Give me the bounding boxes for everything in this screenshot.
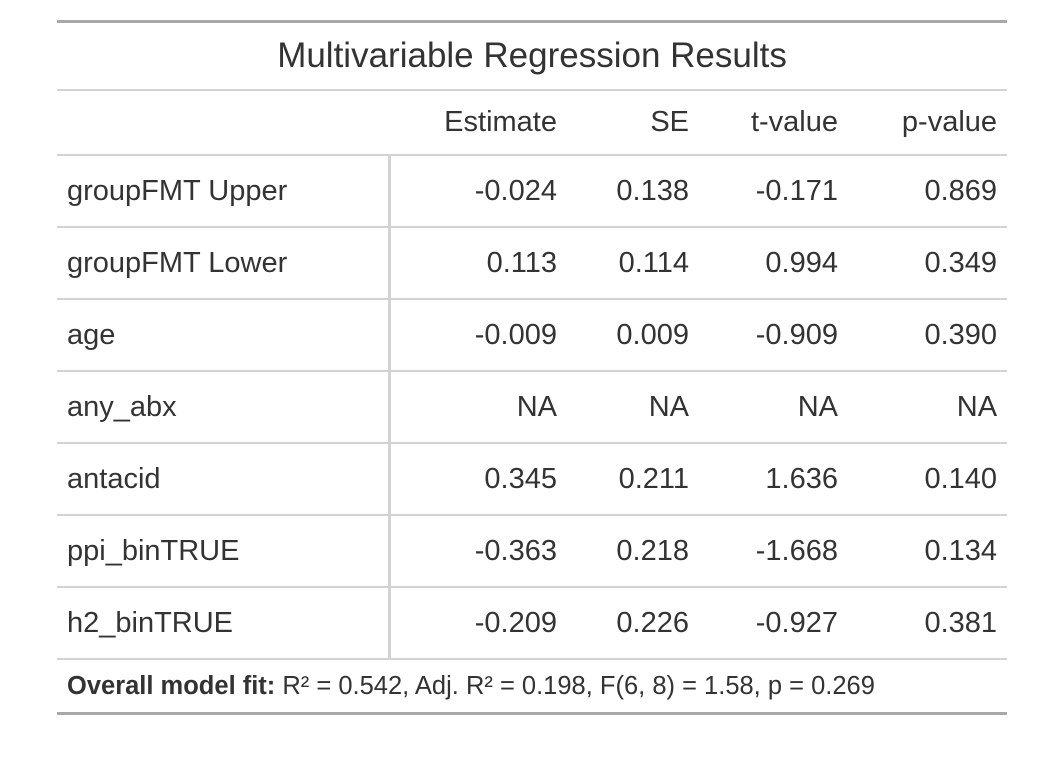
p-value-cell: 0.140 [848, 443, 1008, 516]
term-cell: any_abx [57, 371, 391, 444]
t-value-cell: -1.668 [699, 515, 848, 588]
t-value-cell: -0.927 [699, 587, 848, 660]
term-cell: age [57, 299, 391, 372]
term-cell: groupFMT Lower [57, 227, 391, 300]
table-title: Multivariable Regression Results [57, 21, 1008, 91]
table-row: h2_binTRUE -0.209 0.226 -0.927 0.381 [57, 587, 1008, 660]
se-cell: 0.114 [567, 227, 699, 300]
term-cell: antacid [57, 443, 391, 516]
t-value-cell: -0.909 [699, 299, 848, 372]
regression-table: Multivariable Regression Results Estimat… [57, 20, 1008, 715]
se-cell: NA [567, 371, 699, 444]
estimate-cell: -0.024 [389, 155, 567, 228]
regression-table-container: Multivariable Regression Results Estimat… [57, 20, 1008, 715]
estimate-cell: 0.345 [389, 443, 567, 516]
t-value-cell: 1.636 [699, 443, 848, 516]
term-cell: ppi_binTRUE [57, 515, 391, 588]
se-cell: 0.138 [567, 155, 699, 228]
se-cell: 0.218 [567, 515, 699, 588]
estimate-cell: 0.113 [389, 227, 567, 300]
table-row: groupFMT Lower 0.113 0.114 0.994 0.349 [57, 227, 1008, 300]
se-cell: 0.009 [567, 299, 699, 372]
estimate-cell: -0.209 [389, 587, 567, 660]
term-cell: h2_binTRUE [57, 587, 391, 660]
table-row: ppi_binTRUE -0.363 0.218 -1.668 0.134 [57, 515, 1008, 588]
se-cell: 0.211 [567, 443, 699, 516]
term-cell: groupFMT Upper [57, 155, 391, 228]
estimate-header: Estimate [389, 90, 567, 156]
estimate-cell: -0.363 [389, 515, 567, 588]
table-row: age -0.009 0.009 -0.909 0.390 [57, 299, 1008, 372]
p-value-cell: 0.381 [848, 587, 1008, 660]
t-value-cell: 0.994 [699, 227, 848, 300]
column-header-row: Estimate SE t-value p-value [57, 90, 1008, 156]
table-row: groupFMT Upper -0.024 0.138 -0.171 0.869 [57, 155, 1008, 228]
t-value-header: t-value [699, 90, 848, 156]
footnote-text: R² = 0.542, Adj. R² = 0.198, F(6, 8) = 1… [275, 671, 875, 700]
estimate-cell: -0.009 [389, 299, 567, 372]
p-value-header: p-value [848, 90, 1008, 156]
table-body: groupFMT Upper -0.024 0.138 -0.171 0.869… [57, 155, 1008, 660]
table-row: any_abx NA NA NA NA [57, 371, 1008, 444]
table-title-row: Multivariable Regression Results [57, 21, 1008, 91]
table-row: antacid 0.345 0.211 1.636 0.140 [57, 443, 1008, 516]
estimate-cell: NA [389, 371, 567, 444]
t-value-cell: -0.171 [699, 155, 848, 228]
t-value-cell: NA [699, 371, 848, 444]
se-header: SE [567, 90, 699, 156]
footnote: Overall model fit: R² = 0.542, Adj. R² =… [57, 659, 1007, 714]
footnote-row: Overall model fit: R² = 0.542, Adj. R² =… [57, 659, 1007, 714]
stub-header [57, 90, 389, 156]
p-value-cell: 0.134 [848, 515, 1008, 588]
se-cell: 0.226 [567, 587, 699, 660]
p-value-cell: 0.390 [848, 299, 1008, 372]
p-value-cell: 0.869 [848, 155, 1008, 228]
footnote-label: Overall model fit: [67, 671, 276, 700]
p-value-cell: NA [848, 371, 1008, 444]
p-value-cell: 0.349 [848, 227, 1008, 300]
